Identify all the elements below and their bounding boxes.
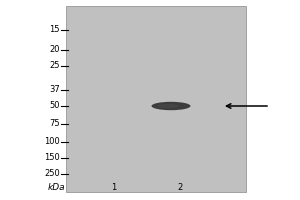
Ellipse shape xyxy=(152,102,190,110)
Text: 100: 100 xyxy=(44,138,60,146)
Bar xyxy=(66,6,246,192)
Text: 75: 75 xyxy=(50,119,60,129)
Text: kDa: kDa xyxy=(48,184,66,192)
Text: 15: 15 xyxy=(50,25,60,34)
Text: 25: 25 xyxy=(50,62,60,71)
Ellipse shape xyxy=(157,104,179,108)
Text: 2: 2 xyxy=(177,184,183,192)
Text: 150: 150 xyxy=(44,154,60,162)
Text: 50: 50 xyxy=(50,102,60,110)
Text: 250: 250 xyxy=(44,170,60,178)
Text: 20: 20 xyxy=(50,46,60,54)
Text: 37: 37 xyxy=(49,85,60,94)
Text: 1: 1 xyxy=(111,184,117,192)
